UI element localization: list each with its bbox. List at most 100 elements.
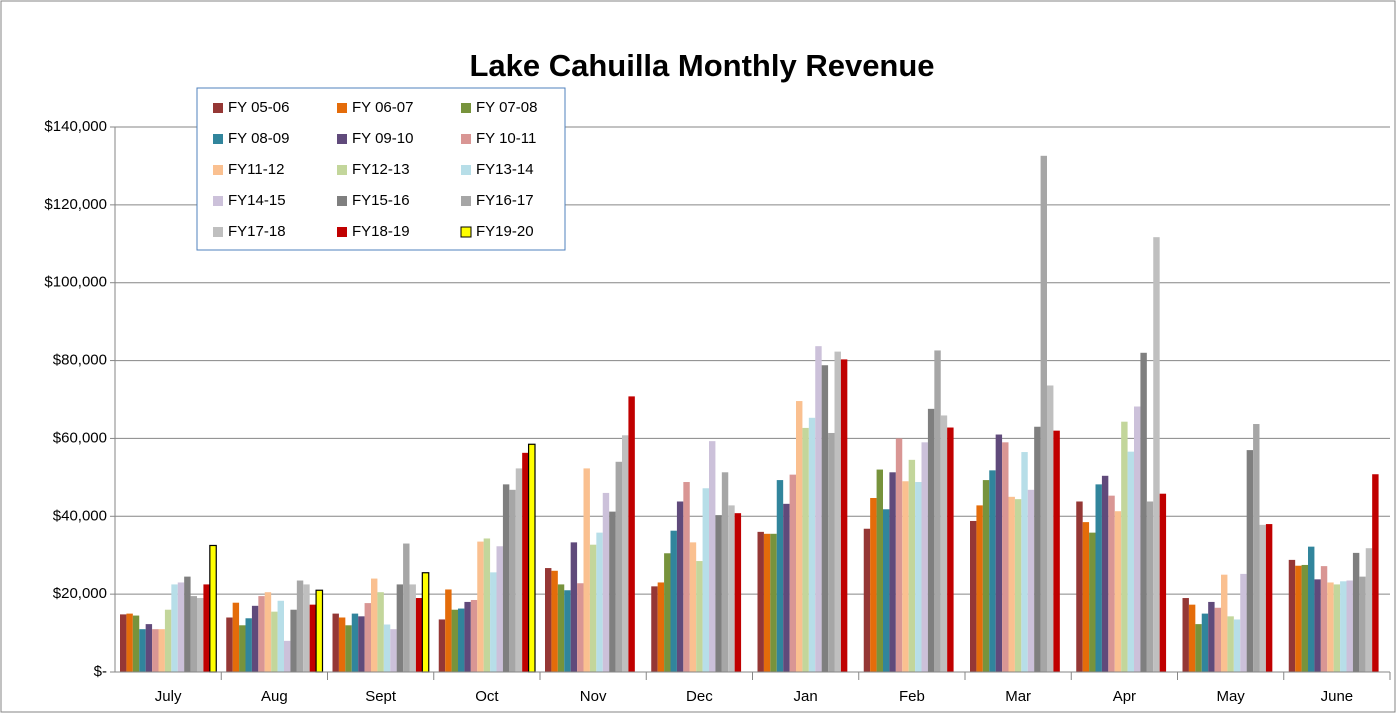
bar	[332, 613, 339, 672]
bar	[1246, 450, 1254, 672]
bar	[470, 599, 478, 672]
bar	[821, 365, 829, 672]
bar	[1008, 496, 1015, 672]
y-tick-label: $60,000	[53, 429, 107, 446]
bar	[496, 546, 503, 672]
bar	[445, 589, 452, 672]
bar	[776, 480, 784, 672]
legend-swatch	[213, 227, 223, 237]
bar	[184, 576, 191, 672]
x-tick-label: Aug	[261, 688, 288, 705]
bar	[709, 441, 716, 672]
bar	[828, 432, 835, 672]
legend-box	[196, 87, 566, 251]
bar	[527, 443, 536, 673]
bar	[1101, 475, 1109, 672]
bar	[371, 578, 378, 672]
y-tick-label: $80,000	[53, 352, 107, 369]
legend-swatch	[213, 196, 223, 206]
bar	[1372, 474, 1379, 672]
legend-swatch	[461, 196, 471, 206]
bar	[602, 492, 610, 672]
bar	[251, 605, 259, 672]
legend-label: FY19-20	[476, 223, 534, 240]
bar	[421, 572, 430, 673]
bar	[657, 582, 665, 672]
bar	[1195, 624, 1202, 672]
legend-label: FY 10-11	[476, 130, 536, 147]
bar	[622, 435, 629, 672]
bar	[509, 489, 516, 672]
bar	[876, 469, 883, 672]
bar	[296, 580, 304, 672]
bar	[197, 598, 204, 672]
x-tick-label: Nov	[580, 688, 607, 705]
bar	[883, 509, 890, 672]
bar	[451, 609, 458, 672]
bar	[728, 505, 735, 672]
bar	[670, 530, 677, 672]
bar	[1021, 452, 1028, 672]
bar	[1288, 559, 1296, 672]
bar	[596, 532, 603, 672]
bar	[209, 544, 217, 673]
bar	[834, 351, 841, 672]
bar	[1352, 552, 1360, 672]
bar	[1134, 406, 1141, 672]
bar	[403, 543, 410, 672]
bar	[338, 617, 346, 672]
bar	[1053, 430, 1060, 672]
legend-label: FY 05-06	[228, 99, 289, 116]
bar	[1095, 484, 1102, 672]
y-tick-label: $-	[94, 663, 107, 680]
bar	[1327, 582, 1334, 672]
legend-swatch	[337, 103, 347, 113]
bar	[1240, 573, 1247, 672]
bar	[1034, 426, 1041, 672]
bar	[970, 520, 977, 672]
bar	[522, 452, 529, 672]
legend-label: FY 09-10	[352, 130, 413, 147]
legend-swatch	[337, 165, 347, 175]
bar	[158, 629, 165, 672]
bar	[1076, 501, 1083, 672]
bar	[245, 618, 252, 672]
bar	[309, 604, 317, 672]
bar	[483, 538, 491, 672]
bar	[628, 396, 635, 672]
bar	[1146, 501, 1154, 672]
bar	[583, 468, 590, 672]
bar	[490, 572, 497, 672]
bar	[1259, 524, 1266, 672]
bar	[1047, 385, 1054, 672]
bar	[934, 350, 941, 672]
bar	[609, 511, 616, 672]
x-tick-label: Feb	[899, 688, 925, 705]
bar	[757, 531, 764, 672]
bar	[796, 401, 803, 672]
bar	[290, 609, 297, 672]
bar	[1253, 424, 1260, 672]
bar	[895, 438, 903, 672]
bar	[651, 586, 658, 672]
x-tick-label: July	[155, 688, 182, 705]
legend-swatch	[337, 196, 347, 206]
legend-swatch	[213, 134, 223, 144]
bar	[1233, 619, 1241, 672]
bar	[696, 561, 703, 672]
bar	[1301, 564, 1308, 672]
x-tick-label: Jan	[794, 688, 818, 705]
bar	[789, 474, 796, 672]
bar	[940, 415, 948, 672]
bar	[551, 570, 558, 672]
y-tick-label: $120,000	[44, 196, 107, 213]
legend-label: FY17-18	[228, 223, 286, 240]
bar	[226, 617, 233, 672]
legend-swatch	[213, 103, 223, 113]
bar	[1082, 522, 1090, 672]
bar	[1121, 421, 1128, 672]
bar	[664, 553, 671, 672]
legend-label: FY18-19	[352, 223, 410, 240]
legend-swatch	[461, 103, 471, 113]
